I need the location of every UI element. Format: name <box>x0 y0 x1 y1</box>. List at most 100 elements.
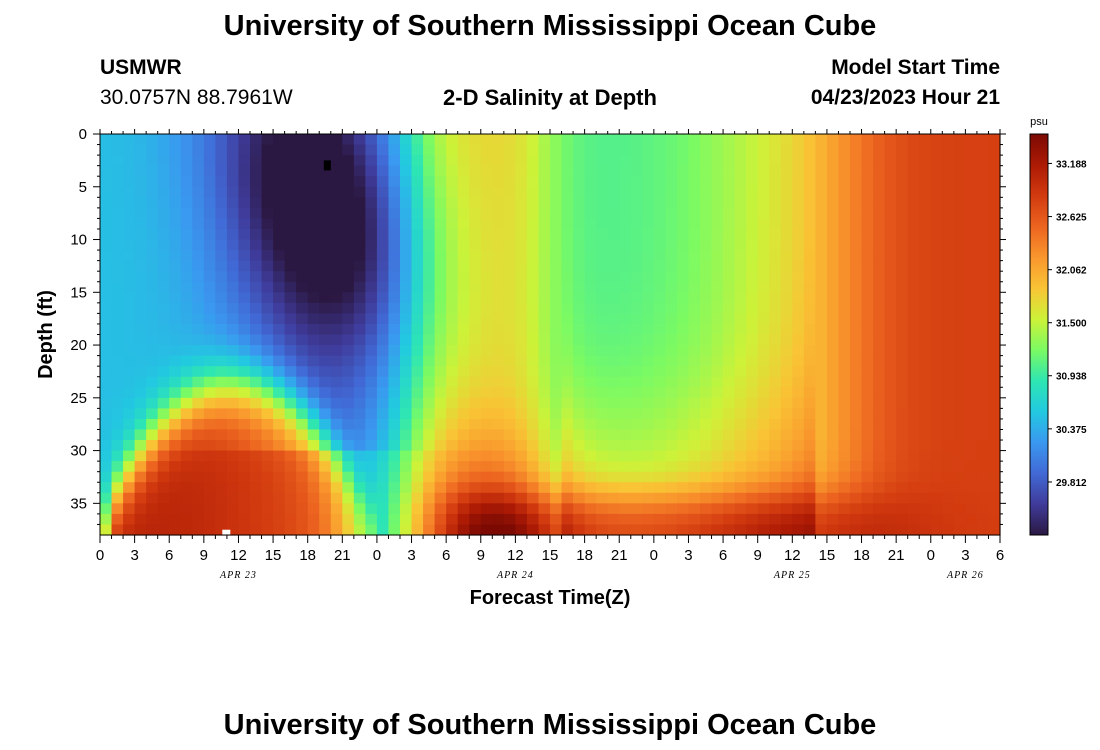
heatmap-cell <box>723 461 736 473</box>
bottom-marker <box>222 529 231 535</box>
heatmap-cell <box>423 345 436 357</box>
heatmap-cell <box>919 292 932 304</box>
heatmap-cell <box>261 250 274 262</box>
heatmap-cell <box>330 260 343 272</box>
heatmap-cell <box>930 165 943 177</box>
heatmap-cell <box>215 176 228 188</box>
heatmap-cell <box>319 186 332 198</box>
heatmap-cell <box>330 271 343 283</box>
heatmap-cell <box>284 524 297 536</box>
heatmap-cell <box>180 323 193 336</box>
heatmap-cell <box>330 186 343 198</box>
heatmap-cell <box>896 302 909 314</box>
heatmap-cell <box>792 313 805 325</box>
x-tick-label: 9 <box>754 547 762 564</box>
heatmap-cell <box>838 176 851 188</box>
colorbar-tick-label: 31.500 <box>1056 319 1087 330</box>
heatmap-cell <box>711 239 724 251</box>
heatmap-cell <box>480 461 493 473</box>
heatmap-cell <box>215 429 228 441</box>
heatmap-cell <box>273 482 286 494</box>
heatmap-cell <box>769 250 782 262</box>
heatmap-cell <box>850 260 863 272</box>
heatmap-cell <box>157 492 170 504</box>
heatmap-cell <box>665 144 678 156</box>
heatmap-cell <box>503 313 516 325</box>
heatmap-cell <box>480 271 493 283</box>
heatmap-cell <box>884 492 897 504</box>
heatmap-cell <box>411 313 424 325</box>
heatmap-cell <box>296 260 309 272</box>
heatmap-cell <box>792 302 805 314</box>
heatmap-cell <box>676 260 690 272</box>
heatmap-cell <box>342 271 355 283</box>
heatmap-cell <box>815 334 828 346</box>
heatmap-cell <box>665 302 678 314</box>
heatmap-cell <box>376 397 390 409</box>
heatmap-cell <box>734 450 747 462</box>
heatmap-cell <box>688 197 701 209</box>
heatmap-cell <box>780 429 793 441</box>
heatmap-cell <box>976 323 990 336</box>
heatmap-cell <box>896 250 909 262</box>
heatmap-cell <box>226 366 240 378</box>
heatmap-cell <box>100 345 113 357</box>
heatmap-cell <box>826 482 840 494</box>
heatmap-cell <box>780 281 793 293</box>
heatmap-cell <box>700 313 713 325</box>
heatmap-cell <box>561 313 574 325</box>
heatmap-cell <box>711 513 724 526</box>
heatmap-cell <box>157 260 170 272</box>
heatmap-cell <box>446 144 459 156</box>
heatmap-cell <box>953 197 966 209</box>
heatmap-cell <box>815 355 828 367</box>
heatmap-cell <box>261 408 274 420</box>
heatmap-cell <box>630 313 643 325</box>
heatmap-cell <box>492 134 505 146</box>
heatmap-cell <box>953 134 966 146</box>
heatmap-cell <box>342 429 355 441</box>
heatmap-cell <box>769 345 782 357</box>
heatmap-cell <box>538 440 551 452</box>
colorbar-gradient <box>1029 133 1049 536</box>
heatmap-cell <box>665 281 678 293</box>
heatmap-cell <box>457 281 470 293</box>
heatmap-cell <box>769 524 782 536</box>
heatmap-cell <box>480 302 493 314</box>
heatmap-cell <box>676 302 690 314</box>
heatmap-cell <box>711 334 724 346</box>
heatmap-cell <box>976 492 990 504</box>
heatmap-cell <box>815 450 828 462</box>
heatmap-cell <box>388 302 401 314</box>
heatmap-cell <box>157 345 170 357</box>
heatmap-cell <box>976 313 990 325</box>
heatmap-cell <box>296 271 309 283</box>
heatmap-cell <box>561 429 574 441</box>
heatmap-cell <box>226 250 240 262</box>
heatmap-cell <box>469 355 482 367</box>
heatmap-cell <box>907 492 920 504</box>
heatmap-cell <box>330 134 343 146</box>
heatmap-cell <box>123 408 136 420</box>
heatmap-cell <box>434 418 447 431</box>
heatmap-cell <box>976 461 990 473</box>
heatmap-cell <box>538 355 551 367</box>
heatmap-cell <box>953 144 966 156</box>
heatmap-cell <box>457 345 470 357</box>
heatmap-cell <box>573 418 586 431</box>
heatmap-cell <box>838 323 851 336</box>
heatmap-cell <box>942 165 955 177</box>
heatmap-cell <box>296 134 309 146</box>
heatmap-cell <box>330 524 343 536</box>
heatmap-cell <box>896 355 909 367</box>
heatmap-cell <box>953 513 966 526</box>
heatmap-cell <box>123 292 136 304</box>
heatmap-cell <box>238 323 251 336</box>
heatmap-cell <box>953 482 966 494</box>
heatmap-cell <box>919 144 932 156</box>
heatmap-cell <box>723 376 736 388</box>
heatmap-cell <box>688 355 701 367</box>
heatmap-cell <box>930 355 943 367</box>
heatmap-cell <box>215 228 228 241</box>
heatmap-cell <box>400 144 413 156</box>
